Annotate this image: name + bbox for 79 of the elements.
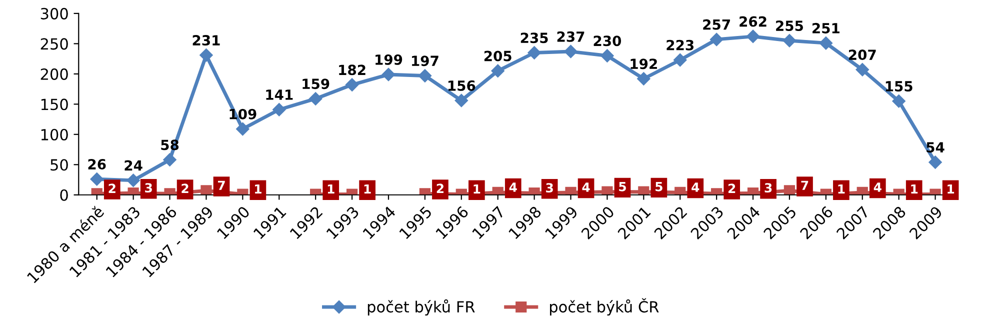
point (163, 153, 176, 166)
legend-label: počet býků ČR (550, 298, 659, 316)
data-label: 197 (412, 56, 438, 66)
data-label: 2 (182, 184, 188, 193)
data-label: 5 (619, 182, 626, 192)
data-label: 235 (520, 32, 548, 44)
y-tick-label: 150 (41, 98, 68, 110)
point (200, 185, 212, 195)
point (710, 32, 724, 46)
data-label: 5 (656, 182, 662, 192)
point (674, 53, 687, 67)
point (491, 64, 504, 78)
point (928, 156, 942, 169)
data-label: 262 (740, 16, 766, 27)
data-label: 2 (108, 184, 116, 193)
point (600, 49, 614, 62)
y-tick-label: 300 (40, 8, 68, 20)
point (382, 68, 396, 82)
data-label: 4 (692, 182, 700, 192)
point (345, 78, 359, 92)
data-label: 4 (874, 182, 882, 192)
point (746, 30, 760, 44)
point (784, 185, 796, 195)
data-label: 159 (302, 78, 330, 90)
data-label: 141 (266, 90, 293, 100)
point (308, 92, 322, 106)
point (454, 94, 468, 108)
y-tick-label: 200 (40, 68, 68, 80)
data-label: 223 (666, 40, 694, 50)
data-label: 1 (255, 184, 262, 194)
data-label: 2 (728, 184, 736, 193)
y-tick-label: 50 (50, 159, 68, 171)
data-label: 156 (448, 80, 476, 91)
point (564, 44, 578, 58)
data-label: 7 (801, 180, 808, 190)
data-label: 1 (328, 184, 334, 194)
data-label: 4 (582, 182, 590, 192)
point (602, 186, 613, 195)
data-label: 3 (546, 183, 553, 193)
data-label: 205 (484, 50, 512, 62)
y-tick-label: 100 (41, 128, 68, 140)
data-label: 230 (594, 36, 622, 46)
point (200, 48, 213, 62)
y-tick-label: 0 (60, 189, 68, 201)
data-label: 1 (364, 184, 371, 194)
point (418, 69, 432, 82)
point (892, 94, 906, 108)
point (782, 34, 796, 48)
data-label: 207 (848, 50, 876, 60)
data-label: 4 (509, 182, 517, 192)
data-label: 1 (948, 184, 954, 194)
data-label: 1 (911, 184, 918, 194)
data-label: 231 (192, 35, 220, 46)
data-label: 1 (474, 184, 480, 194)
data-label: 2 (436, 184, 444, 193)
point (528, 46, 541, 60)
data-label: 251 (812, 22, 840, 34)
data-label: 26 (88, 159, 106, 170)
data-label: 192 (630, 58, 657, 70)
data-label: 1 (838, 184, 845, 194)
data-label: 257 (703, 19, 730, 30)
data-label: 3 (764, 183, 772, 193)
data-label: 199 (376, 54, 402, 65)
data-label: 182 (339, 64, 366, 76)
y-tick-label: 250 (40, 38, 68, 50)
point (856, 63, 869, 76)
point (638, 186, 650, 195)
data-label: 255 (776, 20, 803, 32)
point (272, 103, 286, 116)
legend-label: počet býků FR (368, 299, 475, 316)
point (236, 122, 250, 136)
data-label: 237 (557, 31, 584, 42)
point (637, 72, 650, 86)
data-label: 3 (145, 183, 152, 193)
data-label: 7 (218, 180, 225, 190)
point (819, 36, 833, 50)
data-label: 24 (124, 160, 142, 171)
point (126, 174, 140, 187)
data-label: 155 (886, 81, 912, 92)
